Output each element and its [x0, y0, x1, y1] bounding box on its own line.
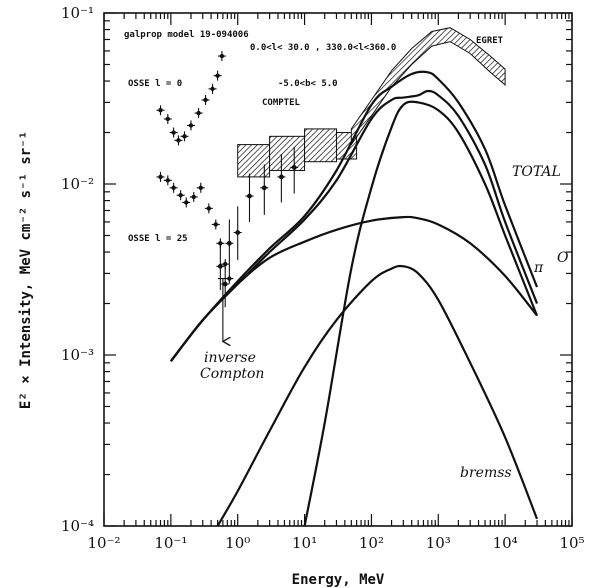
osse-top-point: [165, 116, 170, 122]
errorbar-point: [226, 240, 232, 246]
errorbar-point: [247, 193, 252, 199]
curve-total: [170, 70, 539, 362]
osse-top-point: [171, 130, 176, 135]
y-tick-labels: 10⁻⁴ 10⁻³ 10⁻² 10⁻¹: [61, 4, 94, 535]
osse-top-label: OSSE l = 0: [128, 79, 182, 89]
osse-bottom-point: [171, 185, 176, 191]
osse-bottom-point: [178, 193, 183, 198]
errorbar-point: [235, 230, 241, 235]
x-tick-label: 10⁻²: [87, 534, 120, 552]
curve-: [303, 100, 539, 527]
osse-bottom-point: [165, 178, 170, 183]
data-points: [156, 51, 299, 341]
osse-bottom-point: [198, 185, 203, 191]
x-tick-label: 10⁰: [225, 534, 250, 552]
osse-bottom-point: [191, 194, 196, 200]
errorbar-point: [222, 281, 228, 287]
errorbar-point: [278, 174, 284, 180]
osse-top-point: [210, 86, 215, 92]
osse-top-point: [182, 134, 187, 139]
curve-bremss: [216, 264, 539, 527]
osse-top-point: [158, 108, 163, 113]
osse-top-point: [196, 110, 201, 116]
x-axis-title: Energy, MeV: [292, 572, 385, 588]
errorbar-point: [291, 165, 297, 170]
model-curves: [170, 70, 539, 527]
osse-top-point: [176, 138, 181, 143]
hatched-bands: [237, 27, 506, 178]
pi0-pi-label: π: [533, 260, 544, 276]
x-tick-label: 10²: [359, 534, 384, 552]
x-tick-label: 10⁴: [493, 534, 518, 552]
y-tick-label: 10⁻¹: [61, 4, 94, 22]
y-tick-label: 10⁻²: [61, 175, 94, 193]
osse-top-point: [219, 53, 225, 59]
curve-1: [170, 89, 539, 362]
axis-ticks: [103, 12, 573, 527]
ic-label-line1: inverse: [204, 350, 256, 366]
osse-top-point: [188, 123, 194, 128]
osse-bottom-point: [158, 174, 163, 180]
brems-label: bremss: [460, 465, 512, 481]
pi0-o-label: O: [557, 250, 569, 266]
osse-bottom-point: [206, 206, 212, 211]
comptel-label: COMPTEL: [262, 98, 301, 108]
model-label: galprop model 19-094006: [124, 30, 249, 40]
osse-top-point: [203, 97, 208, 103]
x-tick-label: 10⁻¹: [154, 534, 187, 552]
region-label: 0.0<l< 30.0 , 330.0<l<360.0: [250, 43, 396, 53]
comptel-box: [269, 135, 306, 171]
latitude-label: -5.0<b< 5.0: [278, 79, 338, 89]
errorbar-point: [261, 185, 267, 191]
errorbar-point: [217, 263, 223, 269]
comptel-box: [304, 128, 337, 163]
ic-label-line2: Compton: [200, 366, 264, 382]
x-tick-labels: 10⁻² 10⁻¹ 10⁰ 10¹ 10² 10³ 10⁴ 10⁵: [87, 534, 584, 552]
y-axis-title: E² × Intensity, MeV cm⁻² s⁻¹ sr⁻¹: [18, 131, 34, 409]
x-tick-label: 10¹: [292, 534, 317, 552]
total-label: TOTAL: [512, 164, 561, 180]
x-tick-label: 10⁵: [559, 534, 584, 552]
osse-top-point: [215, 73, 220, 78]
osse-bottom-point: [184, 200, 189, 205]
plot-frame: [103, 12, 573, 527]
osse-bottom-point: [213, 222, 218, 227]
osse-bottom-label: OSSE l = 25: [128, 234, 188, 244]
x-tick-label: 10³: [426, 534, 451, 552]
y-tick-label: 10⁻⁴: [61, 517, 94, 535]
curve-inverse-compton: [170, 215, 538, 362]
osse-bottom-point: [223, 261, 228, 267]
egret-label: EGRET: [476, 36, 504, 46]
osse-bottom-point: [227, 276, 232, 281]
y-tick-label: 10⁻³: [61, 346, 94, 364]
